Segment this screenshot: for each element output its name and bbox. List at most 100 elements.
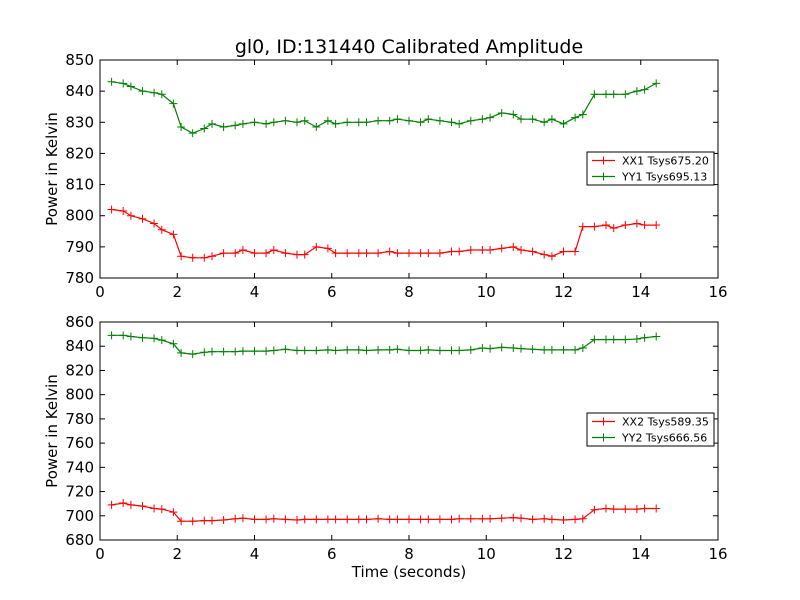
data-point — [269, 346, 278, 355]
data-point — [393, 345, 402, 354]
data-point — [150, 504, 159, 513]
data-point — [219, 516, 228, 525]
data-point — [540, 250, 549, 259]
data-point — [300, 116, 309, 125]
data-point — [405, 346, 413, 355]
data-point — [385, 116, 394, 125]
data-point — [292, 346, 301, 355]
data-point — [455, 247, 464, 256]
data-point — [157, 505, 166, 514]
x-tick-label: 12 — [554, 545, 573, 563]
legend-entry: YY1 Tsys695.13 — [592, 171, 707, 184]
data-point — [590, 222, 599, 231]
y-tick-label: 810 — [65, 176, 94, 194]
data-point — [601, 90, 610, 99]
data-point — [447, 515, 456, 524]
data-point — [300, 515, 309, 524]
data-point — [238, 347, 247, 356]
data-point — [119, 207, 128, 216]
data-point — [169, 99, 178, 108]
x-tick-label: 8 — [404, 283, 414, 301]
data-point — [323, 116, 332, 125]
data-point — [177, 517, 186, 526]
data-point — [208, 347, 217, 356]
data-point — [219, 347, 228, 356]
data-point — [231, 347, 240, 356]
data-point — [578, 344, 587, 353]
data-point — [632, 334, 641, 343]
y-tick-label: 860 — [65, 313, 94, 331]
y-tick-label: 760 — [65, 434, 94, 452]
data-point — [509, 344, 518, 353]
data-point — [609, 90, 618, 99]
data-point — [262, 515, 271, 524]
data-point — [578, 110, 587, 119]
data-point — [578, 514, 587, 523]
data-point — [200, 253, 209, 262]
series-line — [111, 81, 657, 134]
data-point — [424, 249, 433, 258]
data-point — [188, 350, 197, 359]
legend-label: XX1 Tsys675.20 — [622, 155, 709, 168]
data-point — [362, 515, 371, 524]
data-point — [157, 90, 166, 99]
data-point — [343, 249, 352, 258]
data-point — [405, 116, 413, 125]
legend: XX2 Tsys589.35 YY2 Tsys666.56 — [586, 412, 715, 447]
x-tick-label: 8 — [404, 545, 414, 563]
x-tick-label: 10 — [477, 283, 496, 301]
chart-title: gl0, ID:131440 Calibrated Amplitude — [235, 36, 583, 58]
legend-label: YY2 Tsys666.56 — [621, 432, 707, 445]
data-point — [281, 345, 290, 354]
data-point — [447, 346, 456, 355]
data-point — [547, 252, 556, 261]
data-point — [416, 515, 425, 524]
data-point — [169, 230, 178, 239]
data-point — [559, 345, 568, 354]
data-point — [497, 244, 506, 253]
data-point — [362, 249, 371, 258]
data-point — [312, 515, 321, 524]
y-tick-label: 680 — [65, 531, 94, 549]
data-point — [517, 115, 526, 124]
data-point — [231, 514, 240, 523]
data-point — [590, 335, 599, 344]
data-point — [354, 345, 363, 354]
data-point — [292, 250, 301, 259]
y-tick-label: 700 — [65, 507, 94, 525]
data-point — [601, 335, 610, 344]
data-point — [269, 245, 278, 254]
y-tick-label: 840 — [65, 82, 94, 100]
data-point — [478, 115, 487, 124]
data-point — [416, 249, 425, 258]
data-point — [323, 244, 332, 253]
y-tick-label: 840 — [65, 337, 94, 355]
data-point — [447, 118, 456, 127]
data-point — [466, 116, 475, 125]
data-point — [262, 119, 271, 128]
data-point — [559, 516, 568, 525]
x-tick-label: 16 — [708, 545, 727, 563]
data-point — [281, 515, 290, 524]
data-point — [405, 515, 413, 524]
x-tick-label: 12 — [554, 283, 573, 301]
data-point — [640, 85, 649, 94]
legend-marker — [599, 172, 608, 181]
data-point — [107, 500, 116, 509]
data-point — [219, 122, 228, 131]
x-tick-label: 0 — [95, 545, 105, 563]
data-point — [478, 344, 487, 353]
data-point — [300, 346, 309, 355]
data-point — [312, 122, 321, 131]
data-point — [424, 345, 433, 354]
legend-label: YY1 Tsys695.13 — [621, 171, 707, 184]
x-tick-label: 10 — [477, 545, 496, 563]
data-point — [262, 249, 271, 258]
data-point — [578, 222, 587, 231]
data-point — [478, 245, 487, 254]
legend-marker — [599, 417, 608, 426]
data-point — [200, 124, 209, 133]
data-point — [517, 344, 526, 353]
data-point — [269, 514, 278, 523]
